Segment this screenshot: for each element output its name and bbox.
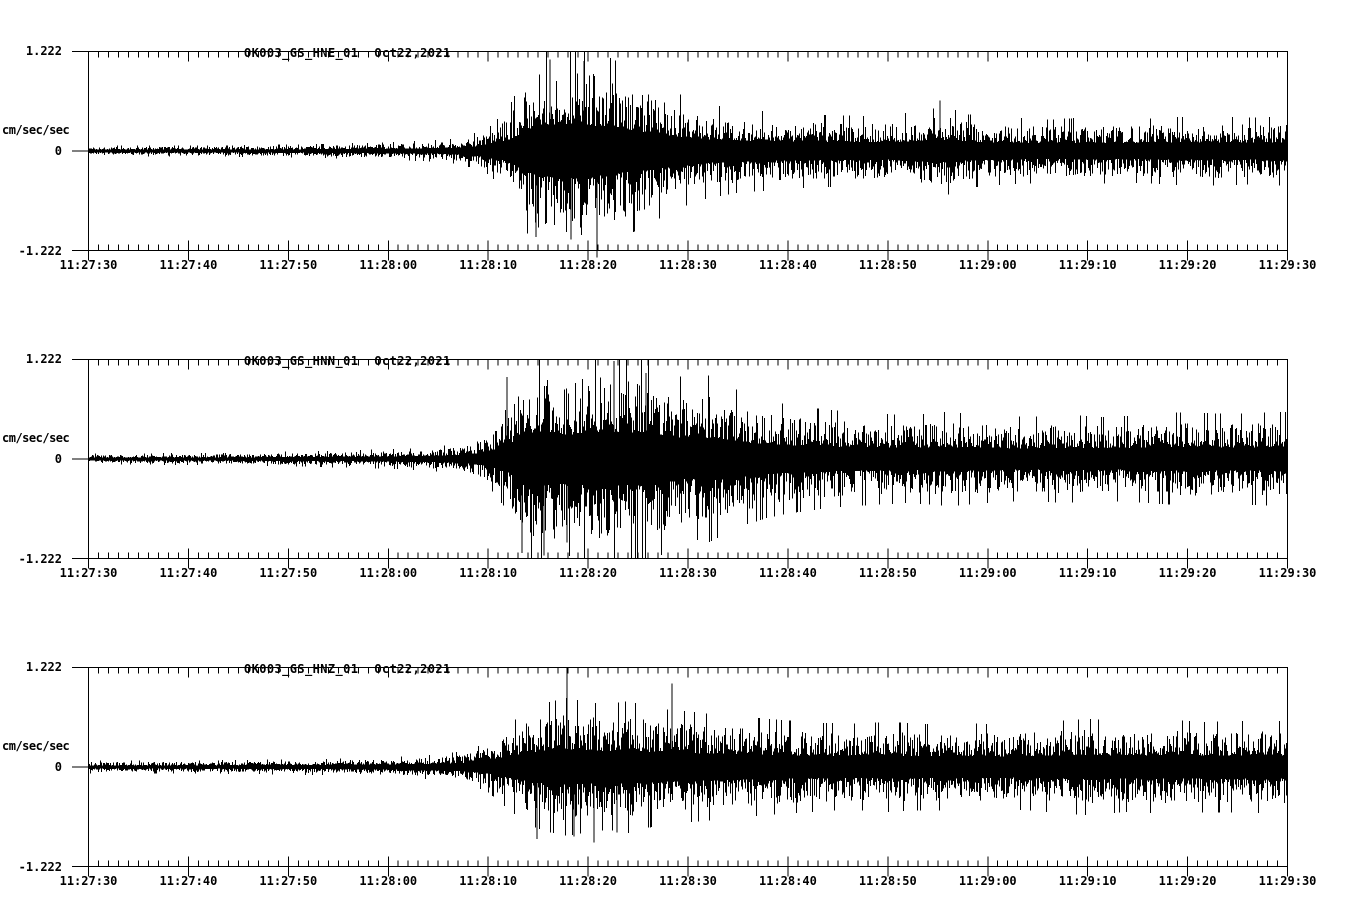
- y-axis-zero-label: 0: [54, 452, 62, 466]
- x-tick-label: 11:28:40: [759, 566, 817, 580]
- x-tick-label: 11:28:40: [759, 874, 817, 888]
- y-axis-unit-label: cm/sec/sec: [2, 431, 70, 445]
- x-tick-label: 11:28:50: [858, 258, 917, 272]
- y-axis-max-label: 1.222: [25, 660, 62, 674]
- panel-title: OK003_GS_HNZ_01 Oct22,2021: [183, 648, 451, 690]
- date-label: Oct22,2021: [374, 46, 451, 60]
- waveform-plot: [72, 667, 1288, 877]
- x-tick-label: 11:27:50: [259, 566, 318, 580]
- x-tick-label: 11:27:30: [59, 566, 118, 580]
- x-tick-label: 11:28:20: [559, 874, 617, 888]
- x-tick-label: 11:28:40: [759, 258, 817, 272]
- panel-title: OK003_GS_HNN_01 Oct22,2021: [183, 340, 451, 382]
- x-axis-labels: 11:27:30 11:27:40 11:27:50 11:28:00 11:28:10…: [0, 566, 1358, 582]
- x-tick-label: 11:29:00: [958, 258, 1017, 272]
- x-tick-label: 11:27:40: [159, 258, 218, 272]
- x-tick-label: 11:28:50: [858, 566, 917, 580]
- x-axis-labels: 11:27:30 11:27:40 11:27:50 11:28:00 11:28:10…: [0, 258, 1358, 274]
- x-tick-label: 11:27:30: [59, 874, 118, 888]
- x-tick-label: 11:27:50: [259, 258, 318, 272]
- y-axis-min-label: -1.222: [18, 860, 62, 874]
- date-label: Oct22,2021: [374, 354, 451, 368]
- y-axis-max-label: 1.222: [25, 352, 62, 366]
- x-tick-label: 11:28:30: [659, 874, 717, 888]
- x-tick-label: 11:28:30: [659, 566, 717, 580]
- x-tick-label: 11:29:30: [1258, 566, 1317, 580]
- y-axis-min-label: -1.222: [18, 244, 62, 258]
- x-tick-label: 11:28:20: [559, 566, 617, 580]
- x-tick-label: 11:29:10: [1058, 874, 1117, 888]
- station-id-label: OK003_GS_HNZ_01: [244, 662, 359, 676]
- date-label: Oct22,2021: [374, 662, 451, 676]
- x-tick-label: 11:29:00: [958, 874, 1017, 888]
- seismogram-panel: OK003_GS_HNN_01 Oct22,2021 1.222 cm/sec/s…: [0, 308, 1358, 616]
- x-tick-label: 11:28:10: [459, 258, 518, 272]
- x-tick-label: 11:29:00: [958, 566, 1017, 580]
- x-axis-labels: 11:27:30 11:27:40 11:27:50 11:28:00 11:28:10…: [0, 874, 1358, 890]
- y-axis-zero-label: 0: [54, 144, 62, 158]
- station-id-label: OK003_GS_HNN_01: [244, 354, 359, 368]
- x-tick-label: 11:28:10: [459, 874, 518, 888]
- plot-axes: [72, 667, 1288, 877]
- x-tick-label: 11:29:30: [1258, 874, 1317, 888]
- waveform-trace: [88, 668, 1288, 843]
- x-tick-label: 11:28:00: [359, 566, 418, 580]
- x-tick-label: 11:29:30: [1258, 258, 1317, 272]
- seismogram-panel: OK003_GS_HNZ_01 Oct22,2021 1.222 cm/sec/s…: [0, 616, 1358, 924]
- x-tick-label: 11:29:10: [1058, 566, 1117, 580]
- x-tick-label: 11:29:20: [1158, 258, 1217, 272]
- x-tick-label: 11:27:30: [59, 258, 118, 272]
- y-axis-max-label: 1.222: [25, 44, 62, 58]
- plot-axes: [72, 359, 1288, 569]
- panel-title: OK003_GS_HNE_01 Oct22,2021: [183, 32, 451, 74]
- x-tick-label: 11:28:10: [459, 566, 518, 580]
- plot-axes: [72, 51, 1288, 261]
- x-tick-label: 11:28:00: [359, 258, 418, 272]
- x-tick-label: 11:28:30: [659, 258, 717, 272]
- y-axis-min-label: -1.222: [18, 552, 62, 566]
- waveform-plot: [72, 51, 1288, 261]
- x-tick-label: 11:29:20: [1158, 874, 1217, 888]
- x-tick-label: 11:28:50: [858, 874, 917, 888]
- waveform-trace: [88, 360, 1288, 558]
- waveform-plot: [72, 359, 1288, 569]
- x-tick-label: 11:27:40: [159, 874, 218, 888]
- x-tick-label: 11:27:40: [159, 566, 218, 580]
- y-axis-unit-label: cm/sec/sec: [2, 739, 70, 753]
- x-tick-label: 11:29:20: [1158, 566, 1217, 580]
- station-id-label: OK003_GS_HNE_01: [244, 46, 359, 60]
- x-tick-label: 11:27:50: [259, 874, 318, 888]
- x-tick-label: 11:28:00: [359, 874, 418, 888]
- seismogram-panel: OK003_GS_HNE_01 Oct22,2021 1.222 cm/sec/s…: [0, 0, 1358, 308]
- x-tick-label: 11:29:10: [1058, 258, 1117, 272]
- y-axis-unit-label: cm/sec/sec: [2, 123, 70, 137]
- waveform-trace: [88, 52, 1288, 258]
- x-tick-label: 11:28:20: [559, 258, 617, 272]
- y-axis-zero-label: 0: [54, 760, 62, 774]
